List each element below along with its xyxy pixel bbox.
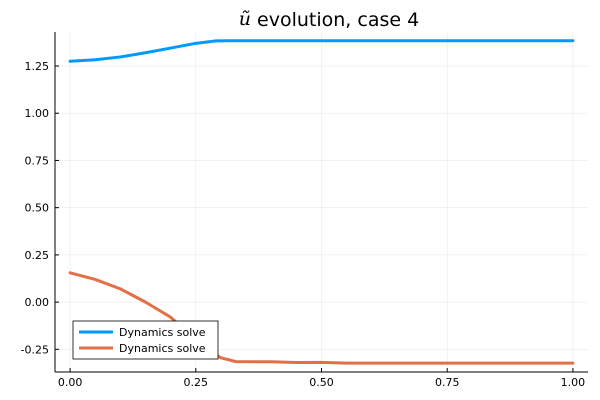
x-tick-label: 0.25 [184, 376, 209, 389]
y-tick-label: 1.00 [25, 107, 50, 120]
legend-label-2: Dynamics solve [119, 342, 206, 355]
x-tick-label: 1.00 [561, 376, 586, 389]
y-tick-label: 0.00 [25, 296, 50, 309]
chart-title-symbol: ũ [239, 8, 251, 30]
legend-label-1: Dynamics solve [119, 326, 206, 339]
series-lines [68, 39, 575, 365]
y-tick-label: 0.75 [25, 154, 50, 167]
y-tick-label: 1.25 [25, 60, 50, 73]
gridlines [55, 32, 588, 372]
chart-title-text: evolution, case 4 [257, 9, 419, 31]
x-tick-label: 0.50 [309, 376, 334, 389]
tick-labels: 0.00 0.25 0.50 0.75 1.00 -0.25 0.00 0.25 0.50 0.7… [21, 60, 586, 389]
axes [54, 32, 588, 373]
y-tick-label: 0.50 [25, 202, 50, 215]
series-line-1 [68, 39, 575, 63]
legend-box [72, 320, 219, 360]
y-tick-label: -0.25 [21, 343, 49, 356]
series-line-2 [68, 271, 575, 365]
legend: Dynamics solve Dynamics solve [72, 320, 219, 360]
y-tick-label: 0.25 [25, 249, 50, 262]
chart-title: ũ evolution, case 4 [239, 8, 419, 31]
x-tick-label: 0.00 [58, 376, 83, 389]
x-tick-label: 0.75 [435, 376, 460, 389]
